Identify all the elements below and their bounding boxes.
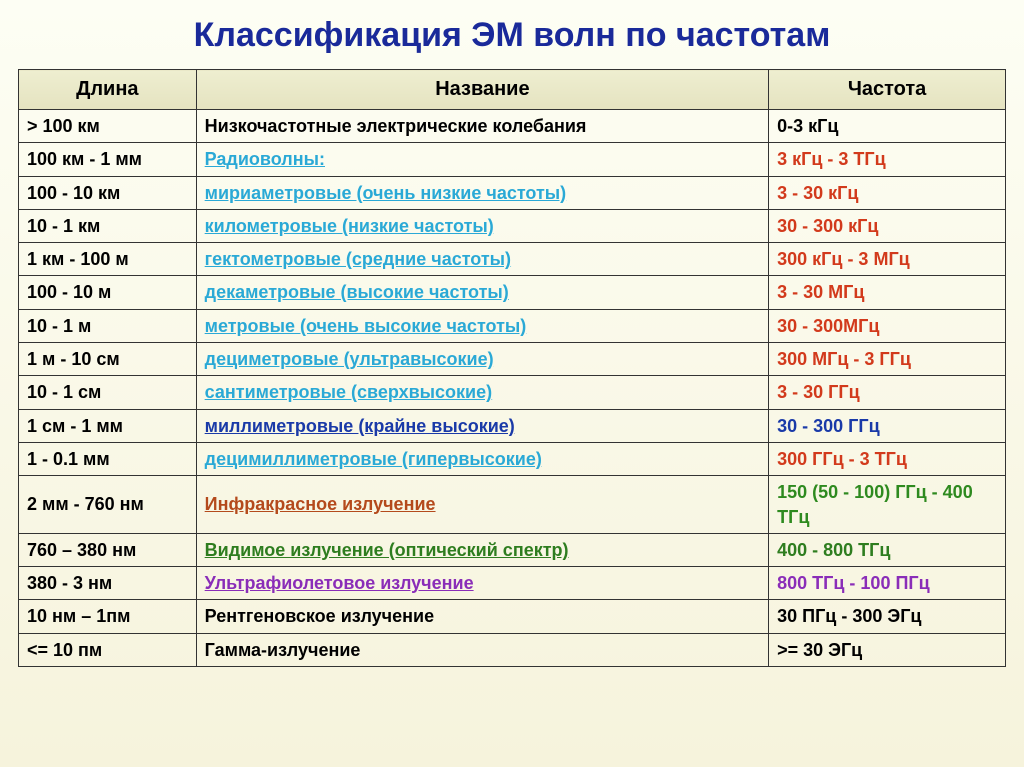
cell-frequency: 800 ТГц - 100 ПГц [769, 567, 1006, 600]
cell-name: километровые (низкие частоты) [196, 209, 768, 242]
cell-name: децимиллиметровые (гипервысокие) [196, 442, 768, 475]
em-waves-table: Длина Название Частота > 100 кмНизкочаст… [18, 69, 1006, 667]
table-row: <= 10 пмГамма-излучение>= 30 ЭГц [19, 633, 1006, 666]
cell-length: <= 10 пм [19, 633, 197, 666]
cell-frequency: 3 - 30 ГГц [769, 376, 1006, 409]
col-length: Длина [19, 70, 197, 110]
cell-length: 1 см - 1 мм [19, 409, 197, 442]
cell-name: Видимое излучение (оптический спектр) [196, 533, 768, 566]
cell-name: Низкочастотные электрические колебания [196, 110, 768, 143]
cell-frequency: 30 - 300 кГц [769, 209, 1006, 242]
cell-name: декаметровые (высокие частоты) [196, 276, 768, 309]
cell-frequency: 300 МГц - 3 ГГц [769, 343, 1006, 376]
table-row: 100 км - 1 ммРадиоволны:3 кГц - 3 ТГц [19, 143, 1006, 176]
col-frequency: Частота [769, 70, 1006, 110]
cell-length: 100 - 10 км [19, 176, 197, 209]
cell-name: гектометровые (средние частоты) [196, 243, 768, 276]
table-row: 380 - 3 нмУльтрафиолетовое излучение800 … [19, 567, 1006, 600]
table-row: 10 нм – 1пмРентгеновское излучение30 ПГц… [19, 600, 1006, 633]
page-title: Классификация ЭМ волн по частотам [18, 16, 1006, 55]
table-header-row: Длина Название Частота [19, 70, 1006, 110]
cell-name: Ультрафиолетовое излучение [196, 567, 768, 600]
cell-name: Радиоволны: [196, 143, 768, 176]
cell-length: 1 м - 10 см [19, 343, 197, 376]
table-row: 760 – 380 нмВидимое излучение (оптически… [19, 533, 1006, 566]
cell-length: 1 - 0.1 мм [19, 442, 197, 475]
table-row: 2 мм - 760 нмИнфракрасное излучение150 (… [19, 476, 1006, 534]
cell-length: 760 – 380 нм [19, 533, 197, 566]
cell-name: Гамма-излучение [196, 633, 768, 666]
table-row: 1 м - 10 смдециметровые (ультравысокие)3… [19, 343, 1006, 376]
cell-name: дециметровые (ультравысокие) [196, 343, 768, 376]
cell-length: 100 - 10 м [19, 276, 197, 309]
cell-frequency: 30 - 300МГц [769, 309, 1006, 342]
table-row: 100 - 10 мдекаметровые (высокие частоты)… [19, 276, 1006, 309]
cell-length: > 100 км [19, 110, 197, 143]
cell-frequency: 0-3 кГц [769, 110, 1006, 143]
table-row: 1 см - 1 мммиллиметровые (крайне высокие… [19, 409, 1006, 442]
cell-frequency: 300 ГГц - 3 ТГц [769, 442, 1006, 475]
cell-name: метровые (очень высокие частоты) [196, 309, 768, 342]
table-row: 10 - 1 мметровые (очень высокие частоты)… [19, 309, 1006, 342]
cell-frequency: 300 кГц - 3 МГц [769, 243, 1006, 276]
cell-frequency: 30 - 300 ГГц [769, 409, 1006, 442]
cell-frequency: 400 - 800 ТГц [769, 533, 1006, 566]
cell-length: 2 мм - 760 нм [19, 476, 197, 534]
cell-name: Инфракрасное излучение [196, 476, 768, 534]
col-name: Название [196, 70, 768, 110]
cell-frequency: >= 30 ЭГц [769, 633, 1006, 666]
cell-frequency: 3 кГц - 3 ТГц [769, 143, 1006, 176]
cell-name: мириаметровые (очень низкие частоты) [196, 176, 768, 209]
cell-frequency: 3 - 30 кГц [769, 176, 1006, 209]
cell-length: 10 - 1 см [19, 376, 197, 409]
cell-length: 380 - 3 нм [19, 567, 197, 600]
table-row: > 100 кмНизкочастотные электрические кол… [19, 110, 1006, 143]
cell-name: сантиметровые (сверхвысокие) [196, 376, 768, 409]
cell-name: миллиметровые (крайне высокие) [196, 409, 768, 442]
table-row: 100 - 10 кммириаметровые (очень низкие ч… [19, 176, 1006, 209]
cell-length: 10 нм – 1пм [19, 600, 197, 633]
table-row: 10 - 1 смсантиметровые (сверхвысокие)3 -… [19, 376, 1006, 409]
cell-length: 1 км - 100 м [19, 243, 197, 276]
cell-length: 10 - 1 м [19, 309, 197, 342]
table-row: 10 - 1 кмкилометровые (низкие частоты)30… [19, 209, 1006, 242]
table-row: 1 - 0.1 ммдецимиллиметровые (гипервысоки… [19, 442, 1006, 475]
cell-length: 10 - 1 км [19, 209, 197, 242]
cell-frequency: 3 - 30 МГц [769, 276, 1006, 309]
cell-name: Рентгеновское излучение [196, 600, 768, 633]
cell-length: 100 км - 1 мм [19, 143, 197, 176]
table-row: 1 км - 100 мгектометровые (средние часто… [19, 243, 1006, 276]
cell-frequency: 150 (50 - 100) ГГц - 400 ТГц [769, 476, 1006, 534]
cell-frequency: 30 ПГц - 300 ЭГц [769, 600, 1006, 633]
